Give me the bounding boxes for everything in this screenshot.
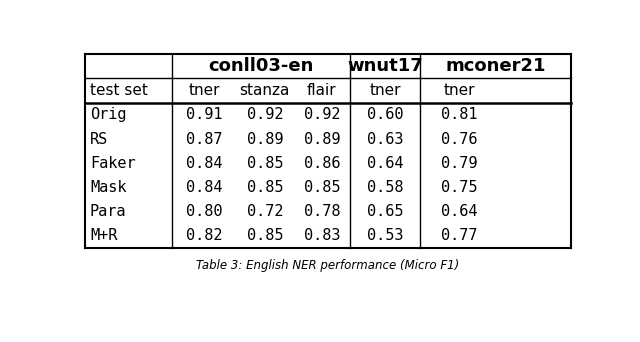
Text: 0.81: 0.81 [441,107,477,122]
Text: 0.89: 0.89 [246,132,283,146]
Text: test set: test set [90,83,148,98]
Text: 0.82: 0.82 [186,228,222,244]
Text: 0.75: 0.75 [441,180,477,195]
Text: 0.76: 0.76 [441,132,477,146]
Text: mconer21: mconer21 [445,57,546,75]
Text: 0.86: 0.86 [303,156,340,171]
Text: 0.92: 0.92 [246,107,283,122]
Text: 0.85: 0.85 [246,180,283,195]
Text: 0.83: 0.83 [303,228,340,244]
Text: Mask: Mask [90,180,127,195]
Text: 0.80: 0.80 [186,204,222,219]
Text: 0.85: 0.85 [246,228,283,244]
Text: 0.64: 0.64 [367,156,403,171]
Text: M+R: M+R [90,228,117,244]
Text: 0.84: 0.84 [186,156,222,171]
Text: 0.58: 0.58 [367,180,403,195]
Text: Table 3: English NER performance (Micro F1): Table 3: English NER performance (Micro … [196,259,460,272]
Text: 0.91: 0.91 [186,107,222,122]
Text: 0.85: 0.85 [246,156,283,171]
Text: RS: RS [90,132,108,146]
Text: Para: Para [90,204,127,219]
Text: 0.84: 0.84 [186,180,222,195]
Text: 0.89: 0.89 [303,132,340,146]
Text: tner: tner [369,83,401,98]
Text: 0.60: 0.60 [367,107,403,122]
Text: 0.78: 0.78 [303,204,340,219]
Text: 0.65: 0.65 [367,204,403,219]
Text: Orig: Orig [90,107,127,122]
Text: Faker: Faker [90,156,136,171]
Text: tner: tner [188,83,220,98]
Text: 0.85: 0.85 [303,180,340,195]
Text: flair: flair [307,83,337,98]
Text: 0.72: 0.72 [246,204,283,219]
Text: 0.64: 0.64 [441,204,477,219]
Text: 0.77: 0.77 [441,228,477,244]
Text: 0.92: 0.92 [303,107,340,122]
Text: 0.87: 0.87 [186,132,222,146]
Text: conll03-en: conll03-en [209,57,314,75]
Text: wnut17: wnut17 [347,57,423,75]
Text: 0.53: 0.53 [367,228,403,244]
Text: 0.79: 0.79 [441,156,477,171]
Text: stanza: stanza [239,83,290,98]
Text: 0.63: 0.63 [367,132,403,146]
Text: tner: tner [444,83,475,98]
